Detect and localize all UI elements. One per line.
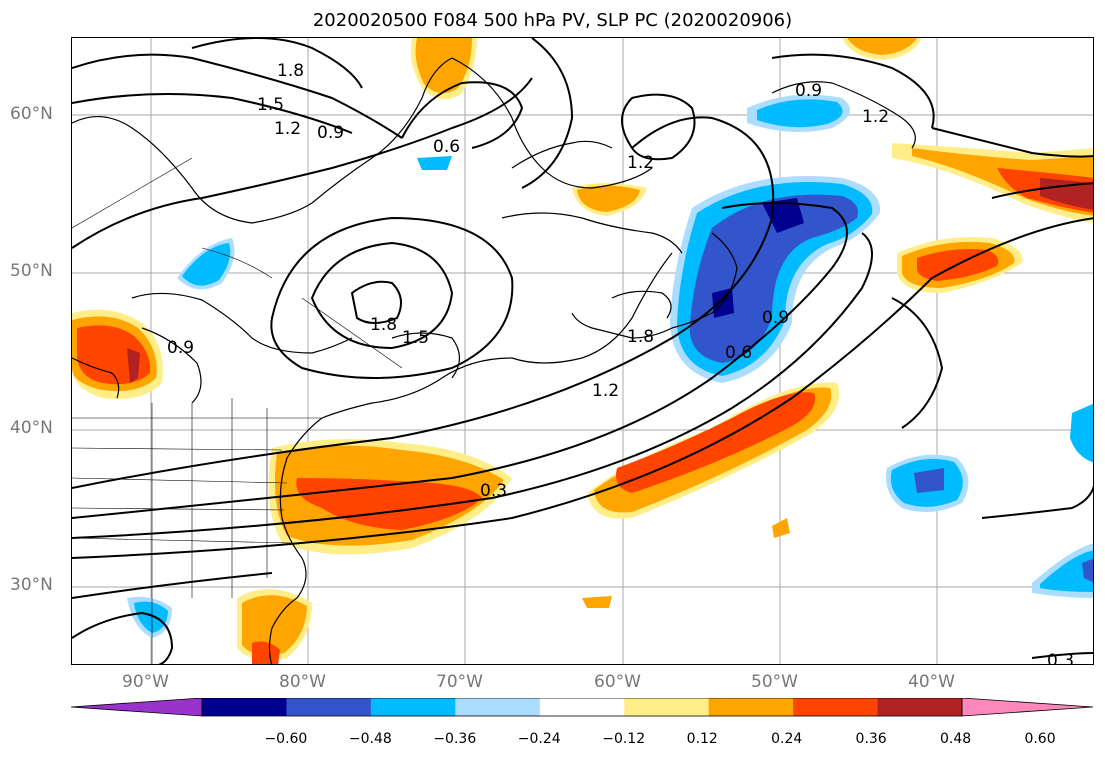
- colorbar-segment: [793, 698, 879, 716]
- lon-label: 80°W: [279, 672, 326, 692]
- contour-label: 1.5: [257, 95, 284, 115]
- contour-label: 0.3: [480, 481, 507, 501]
- lon-label: 70°W: [436, 672, 483, 692]
- political-borders: [72, 157, 403, 664]
- contour-label: 0.6: [725, 343, 752, 363]
- colorbar-outline: [201, 697, 963, 717]
- colorbar-extend-high: [961, 697, 1094, 717]
- contour-low-center: [350, 280, 402, 324]
- colorbar-segment: [708, 698, 794, 716]
- contour-label-group: 1.8 1.5 1.2 0.9 0.6 1.2 0.9 1.2 1.8 1.5 …: [167, 61, 1074, 665]
- colorbar-tick-label: 0.36: [855, 731, 887, 747]
- contour-label: 0.3: [1047, 651, 1074, 665]
- colorbar-tick-label: −0.24: [517, 731, 561, 747]
- colorbar: [70, 697, 1095, 722]
- colorbar-tick-label: −0.60: [264, 731, 308, 747]
- contour-label: 0.9: [317, 123, 344, 143]
- colorbar-segment: [286, 698, 372, 716]
- contour-label: 0.6: [433, 137, 460, 157]
- lon-label: 40°W: [908, 672, 955, 692]
- lon-label: 90°W: [122, 672, 169, 692]
- coastlines: [72, 57, 916, 664]
- lat-label: 60°N: [10, 104, 53, 124]
- contour-label: 1.2: [592, 381, 619, 401]
- colorbar-tick-label: 0.60: [1024, 731, 1056, 747]
- colorbar-extend-low: [70, 697, 203, 717]
- contour-label: 0.9: [762, 308, 789, 328]
- colorbar-svg: [70, 697, 1094, 717]
- pv-shading: [72, 38, 1093, 664]
- colorbar-tick-label: 0.24: [771, 731, 803, 747]
- contour-label: 0.9: [167, 338, 194, 358]
- contour-label: 1.5: [402, 328, 429, 348]
- lat-label: 40°N: [10, 418, 53, 438]
- lat-label: 30°N: [10, 575, 53, 595]
- colorbar-segment: [455, 698, 541, 716]
- colorbar-segment: [624, 698, 710, 716]
- contour-label: 1.8: [627, 327, 654, 347]
- map-canvas: 1.8 1.5 1.2 0.9 0.6 1.2 0.9 1.2 1.8 1.5 …: [72, 38, 1093, 665]
- slp-contours: [72, 38, 1093, 664]
- map-title: 2020020500 F084 500 hPa PV, SLP PC (2020…: [312, 10, 793, 31]
- contour-label: 1.8: [277, 61, 304, 81]
- colorbar-segment: [877, 698, 963, 716]
- contour-label: 1.2: [627, 153, 654, 173]
- lon-label: 60°W: [594, 672, 641, 692]
- lon-label: 50°W: [751, 672, 798, 692]
- lat-label: 50°N: [10, 261, 53, 281]
- graticule: [72, 38, 1093, 664]
- map-panel: 1.8 1.5 1.2 0.9 0.6 1.2 0.9 1.2 1.8 1.5 …: [71, 37, 1094, 665]
- contour-label: 1.8: [370, 315, 397, 335]
- contour-label: 0.9: [795, 81, 822, 101]
- colorbar-tick-label: −0.36: [433, 731, 477, 747]
- colorbar-segment: [370, 698, 456, 716]
- colorbar-tick-label: −0.48: [348, 731, 392, 747]
- contour-label: 1.2: [274, 119, 301, 139]
- colorbar-segment: [539, 698, 625, 716]
- colorbar-segment: [202, 698, 287, 716]
- colorbar-tick-label: 0.12: [686, 731, 718, 747]
- contour-label: 1.2: [862, 107, 889, 127]
- colorbar-tick-label: 0.48: [940, 731, 972, 747]
- colorbar-tick-label: −0.12: [602, 731, 646, 747]
